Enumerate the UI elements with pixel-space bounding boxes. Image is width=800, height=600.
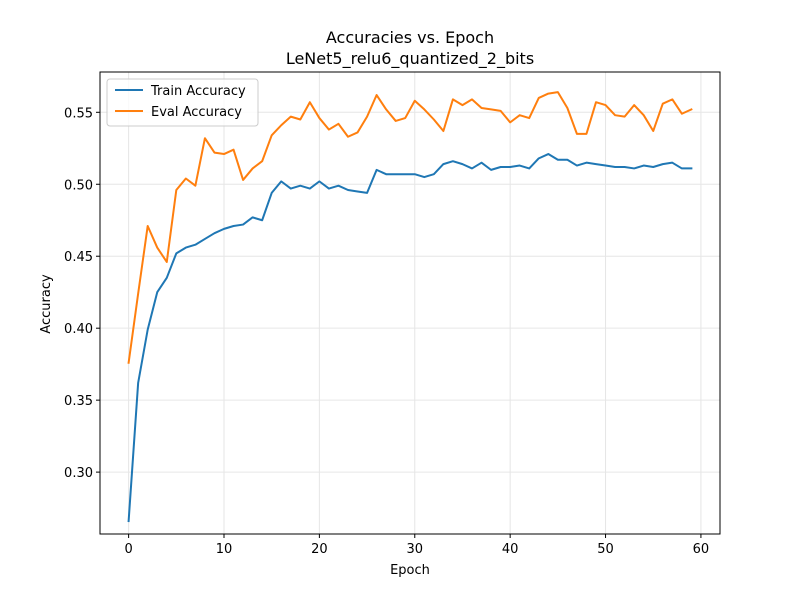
y-tick-label: 0.45 (64, 250, 93, 265)
x-tick-label: 60 (693, 542, 710, 557)
x-tick-label: 40 (502, 542, 519, 557)
legend-label-train: Train Accuracy (150, 84, 246, 99)
y-tick-label: 0.40 (64, 322, 93, 337)
x-axis-label: Epoch (390, 563, 430, 578)
y-tick-label: 0.55 (64, 106, 93, 121)
legend: Train Accuracy Eval Accuracy (106, 78, 259, 127)
grid-lines (100, 72, 720, 534)
chart-subtitle: LeNet5_relu6_quantized_2_bits (286, 49, 534, 69)
x-tick-label: 10 (216, 542, 233, 557)
legend-label-eval: Eval Accuracy (151, 105, 242, 120)
x-tick-label: 0 (124, 542, 132, 557)
train-accuracy-line (127, 153, 693, 523)
x-tick-label: 20 (311, 542, 328, 557)
y-tick-label: 0.50 (64, 178, 93, 193)
x-tick-label: 30 (406, 542, 423, 557)
eval-accuracy-line (127, 91, 693, 364)
y-axis-label: Accuracy (39, 274, 54, 334)
axis-ticks: 0 10 20 30 40 50 60 0.30 0.35 0.40 0.45 0.50 0.55 (64, 106, 709, 557)
plot-area-frame (99, 71, 721, 535)
legend-box (106, 78, 259, 127)
series-lines (127, 91, 693, 523)
y-tick-label: 0.30 (64, 466, 93, 481)
x-tick-label: 50 (597, 542, 614, 557)
y-tick-label: 0.35 (64, 394, 93, 409)
chart-title: Accuracies vs. Epoch (326, 28, 494, 47)
